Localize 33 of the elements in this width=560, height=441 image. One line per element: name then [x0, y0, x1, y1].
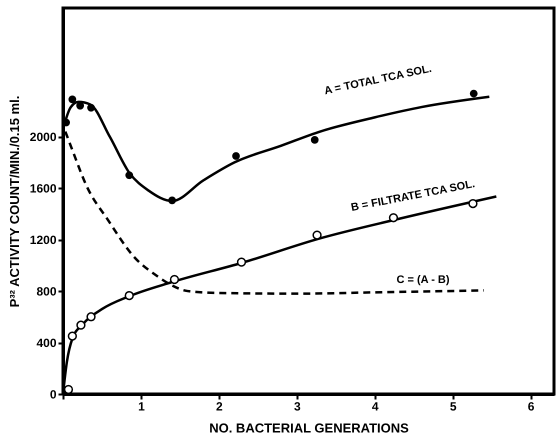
point [125, 171, 134, 180]
point [87, 104, 95, 112]
x-tick-label: 3 [294, 400, 301, 414]
point [68, 331, 77, 341]
point [388, 213, 398, 222]
x-tick-label: 4 [372, 400, 379, 414]
point [232, 152, 240, 160]
point [310, 136, 319, 144]
y-tick-label: 1600 [30, 182, 57, 196]
point [168, 196, 176, 204]
y-tick-label: 800 [36, 284, 57, 299]
point [68, 95, 76, 104]
point [124, 290, 134, 300]
point [170, 274, 180, 284]
x-axis-title: NO. BACTERIAL GENERATIONS [209, 420, 410, 436]
point [468, 198, 478, 208]
x-tick-label: 6 [528, 400, 535, 414]
point [470, 90, 478, 98]
y-tick-label: 1200 [30, 233, 57, 248]
point [86, 312, 96, 322]
annotation: A = TOTAL TCA SOL. [323, 62, 433, 98]
annotation: C = (A - B) [396, 274, 450, 286]
y-tick-label: 2000 [30, 130, 57, 144]
point [312, 230, 322, 240]
x-tick-label: 1 [138, 400, 146, 414]
point [236, 258, 246, 267]
point [76, 320, 86, 330]
y-axis-title: P³² ACTIVITY COUNT/MIN./0.15 ml. [6, 96, 22, 308]
y-tick-label: 400 [36, 336, 57, 350]
annotation: B = FILTRATE TCA SOL. [350, 178, 476, 214]
y-tick-label: 0 [50, 388, 57, 402]
x-tick-label: 2 [216, 400, 224, 414]
x-tick-label: 5 [450, 400, 457, 414]
